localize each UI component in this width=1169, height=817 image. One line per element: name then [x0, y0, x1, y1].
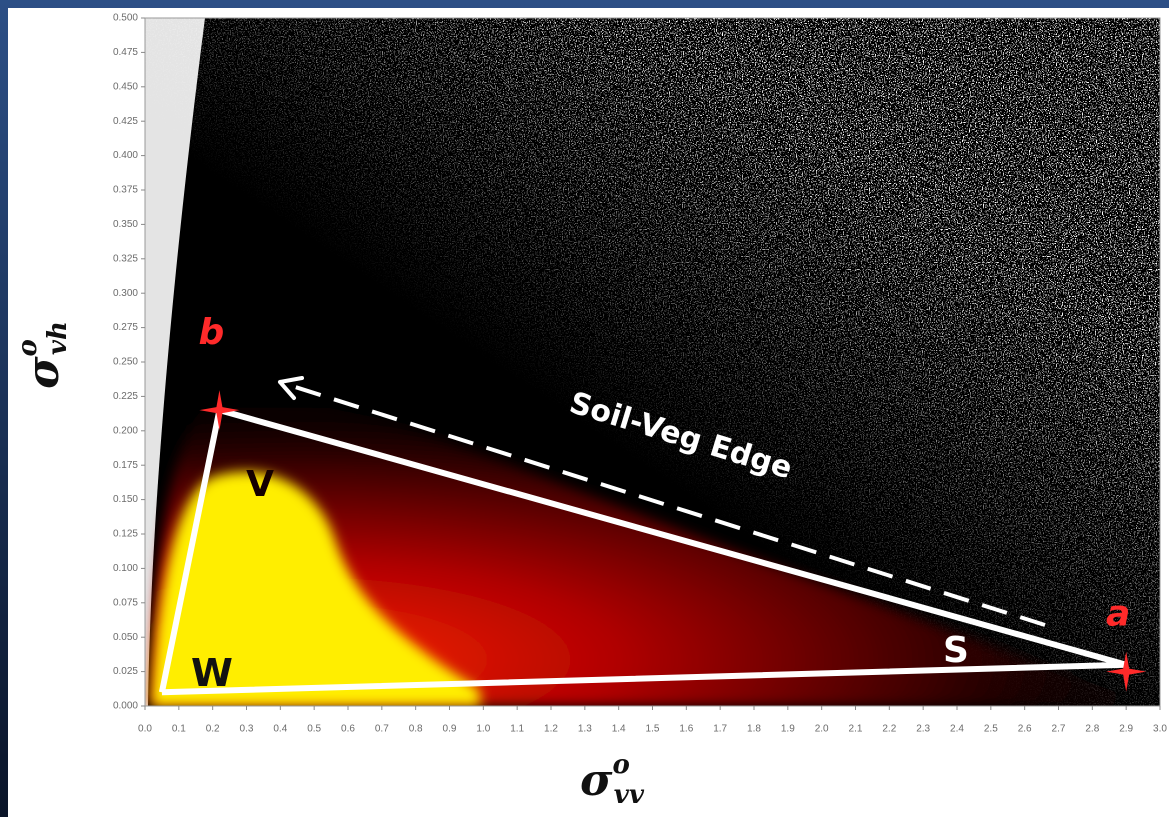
y-tick-label: 0.475	[113, 47, 138, 58]
annotation: W	[191, 651, 233, 695]
x-label-symbol: σ	[580, 755, 613, 806]
y-tick-label: 0.350	[113, 219, 138, 230]
x-tick-label: 1.5	[646, 724, 660, 735]
y-tick-label: 0.000	[113, 701, 138, 712]
y-tick-label: 0.300	[113, 288, 138, 299]
endmember-label: b	[199, 312, 225, 353]
x-tick-label: 1.8	[747, 724, 761, 735]
x-tick-label: 2.6	[1018, 724, 1032, 735]
x-tick-label: 2.4	[950, 724, 964, 735]
y-label-sup: o	[13, 339, 43, 356]
x-tick-label: 2.9	[1119, 724, 1133, 735]
y-tick-label: 0.325	[113, 253, 138, 264]
y-tick-label: 0.125	[113, 529, 138, 540]
density	[145, 18, 1160, 706]
y-tick-label: 0.025	[113, 666, 138, 677]
x-tick-label: 0.3	[240, 724, 254, 735]
x-tick-label: 1.1	[510, 724, 524, 735]
y-tick-label: 0.050	[113, 632, 138, 643]
x-tick-label: 0.0	[138, 724, 152, 735]
x-tick-label: 0.4	[273, 724, 287, 735]
page: {"chart_data": { "type": "scatter", "x_l…	[0, 0, 1169, 817]
x-tick-label: 0.9	[443, 724, 457, 735]
x-tick-label: 0.5	[307, 724, 321, 735]
y-tick-label: 0.075	[113, 597, 138, 608]
x-tick-label: 1.7	[713, 724, 727, 735]
x-tick-label: 0.1	[172, 724, 186, 735]
y-tick-label: 0.450	[113, 81, 138, 92]
x-tick-label: 3.0	[1153, 724, 1167, 735]
x-tick-label: 2.7	[1052, 724, 1066, 735]
y-tick-label: 0.150	[113, 494, 138, 505]
y-tick-label: 0.275	[113, 322, 138, 333]
x-tick-label: 0.2	[206, 724, 220, 735]
y-tick-label: 0.175	[113, 460, 138, 471]
y-label-sub: vh	[43, 321, 73, 355]
x-tick-label: 2.5	[984, 724, 998, 735]
x-tick-label: 2.8	[1085, 724, 1099, 735]
x-label-sub: vv	[614, 780, 645, 810]
x-tick-label: 1.4	[612, 724, 626, 735]
x-tick-label: 1.3	[578, 724, 592, 735]
x-tick-label: 0.6	[341, 724, 355, 735]
annotation: S	[943, 630, 969, 671]
y-tick-label: 0.375	[113, 185, 138, 196]
x-tick-label: 2.1	[849, 724, 863, 735]
x-tick-label: 1.0	[476, 724, 490, 735]
y-tick-label: 0.425	[113, 116, 138, 127]
annotation: V	[246, 464, 274, 505]
x-tick-label: 1.9	[781, 724, 795, 735]
y-tick-label: 0.250	[113, 357, 138, 368]
y-label-symbol: σ	[18, 356, 69, 389]
chart: σovv σovh 0.00.10.20.30.40.50.60.70.80.9…	[0, 0, 1169, 817]
x-tick-label: 1.2	[544, 724, 558, 735]
x-tick-label: 0.7	[375, 724, 389, 735]
y-tick-label: 0.500	[113, 13, 138, 24]
x-tick-label: 2.3	[916, 724, 930, 735]
x-label-sup: o	[612, 750, 629, 780]
x-tick-label: 0.8	[409, 724, 423, 735]
x-tick-label: 1.6	[679, 724, 693, 735]
x-tick-label: 2.2	[882, 724, 896, 735]
y-tick-label: 0.200	[113, 425, 138, 436]
endmember-label: a	[1106, 594, 1130, 635]
y-tick-label: 0.400	[113, 150, 138, 161]
y-tick-label: 0.225	[113, 391, 138, 402]
x-tick-label: 2.0	[815, 724, 829, 735]
y-tick-label: 0.100	[113, 563, 138, 574]
